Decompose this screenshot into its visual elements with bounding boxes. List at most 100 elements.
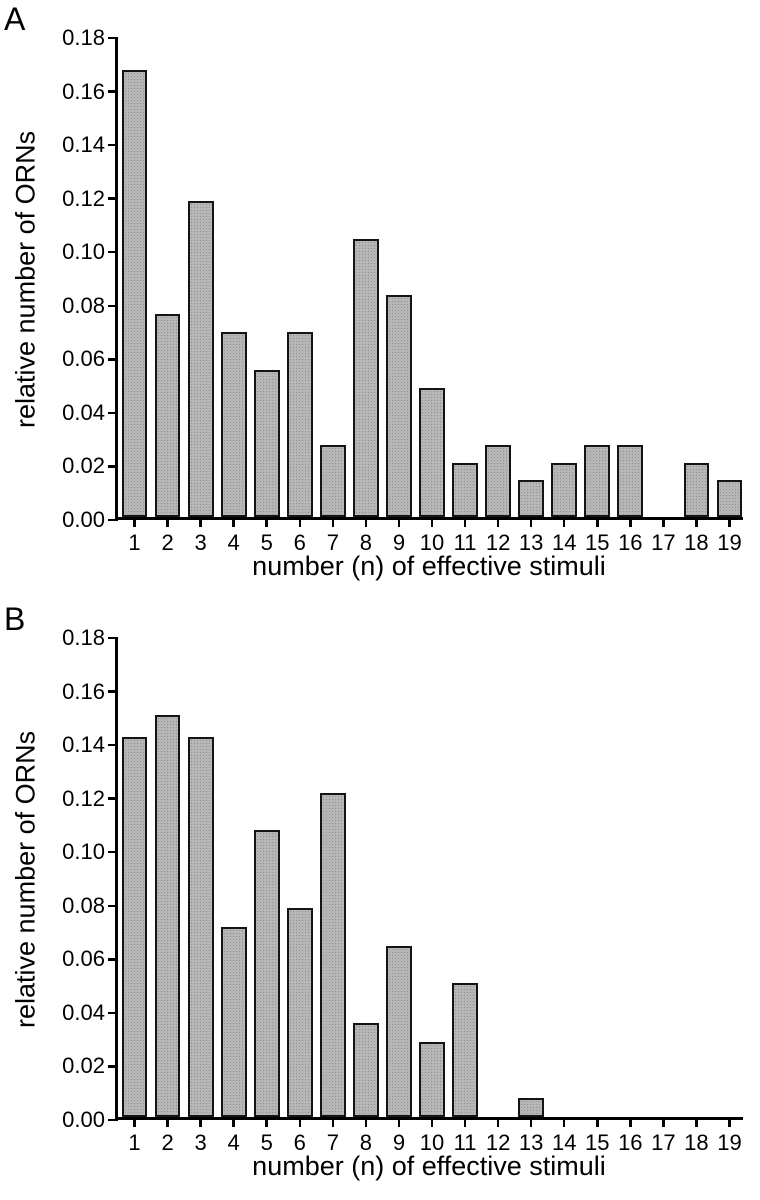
- y-axis-title-a: relative number of ORNs: [10, 130, 41, 428]
- bar-9: [386, 294, 412, 517]
- x-tick-label: 3: [194, 530, 207, 555]
- y-tick: [108, 1118, 118, 1122]
- bar-4: [220, 332, 247, 517]
- x-tick: [364, 520, 368, 527]
- x-tick: [199, 1120, 202, 1127]
- x-tick: [562, 520, 566, 527]
- x-tick: [298, 1120, 302, 1127]
- bar-10: [419, 388, 445, 517]
- x-tick-label: 19: [717, 1130, 742, 1155]
- y-tick: [108, 743, 118, 747]
- x-tick-label: 16: [618, 1130, 643, 1155]
- bar-7: [319, 444, 346, 517]
- y-tick-label: 0.12: [62, 785, 105, 811]
- x-tick: [397, 520, 401, 527]
- y-tick-label: 0.14: [62, 132, 105, 158]
- bar-2: [154, 313, 181, 517]
- x-tick-label: 7: [326, 530, 339, 555]
- x-tick: [397, 1120, 401, 1127]
- y-tick: [108, 1065, 118, 1068]
- x-tick-label: 11: [453, 530, 477, 555]
- bar-12: [485, 444, 511, 517]
- x-tick-label: 13: [518, 530, 544, 555]
- y-tick-label: 0.12: [62, 185, 105, 211]
- x-tick: [629, 1120, 632, 1127]
- y-tick-label: 0.08: [62, 292, 105, 318]
- bar-15: [584, 444, 611, 517]
- x-tick: [629, 520, 632, 527]
- y-tick: [108, 304, 118, 308]
- x-tick: [166, 1120, 169, 1127]
- y-tick: [108, 465, 118, 468]
- bar-18: [683, 463, 710, 517]
- bar-9: [386, 945, 412, 1117]
- y-tick: [108, 958, 118, 961]
- x-tick: [496, 1120, 500, 1127]
- x-tick-label: 3: [194, 1130, 207, 1155]
- bar-8: [353, 1023, 379, 1117]
- y-tick-label: 0.04: [62, 399, 105, 425]
- y-tick: [108, 904, 118, 908]
- y-tick-label: 0.00: [62, 507, 105, 532]
- bar-11: [452, 463, 478, 517]
- y-tick-label: 0.02: [62, 1053, 105, 1079]
- x-tick-label: 17: [651, 530, 676, 555]
- y-tick: [108, 36, 118, 40]
- y-tick: [108, 90, 118, 93]
- x-tick: [695, 520, 698, 527]
- y-tick-label: 0.08: [62, 892, 105, 918]
- bar-5: [253, 369, 280, 517]
- x-tick: [728, 520, 731, 527]
- y-tick: [108, 143, 118, 147]
- x-tick: [728, 1120, 731, 1127]
- x-tick: [133, 520, 136, 527]
- y-tick-label: 0.10: [62, 239, 105, 265]
- y-tick-label: 0.02: [62, 453, 105, 479]
- x-tick: [430, 520, 434, 527]
- y-tick: [108, 358, 118, 361]
- x-tick-label: 14: [551, 530, 577, 555]
- x-tick-label: 5: [260, 530, 273, 555]
- y-tick-label: 0.06: [62, 946, 105, 972]
- x-tick-label: 12: [485, 1130, 511, 1155]
- x-tick-label: 10: [419, 1130, 445, 1155]
- x-tick-label: 18: [684, 1130, 709, 1155]
- x-tick-label: 9: [392, 1130, 406, 1155]
- x-tick: [662, 1120, 665, 1127]
- x-tick: [463, 520, 467, 527]
- x-tick-label: 13: [518, 1130, 544, 1155]
- x-tick-label: 11: [453, 1130, 477, 1155]
- x-tick: [364, 1120, 368, 1127]
- x-tick-label: 10: [419, 530, 445, 555]
- panel-b: B relative number of ORNs 0.00 0.02 0.04 0.…: [0, 600, 760, 1200]
- y-tick-label: 0.16: [62, 678, 105, 704]
- x-tick: [166, 520, 169, 527]
- x-tick-label: 2: [161, 530, 174, 555]
- bar-6: [286, 332, 313, 517]
- x-tick-label: 1: [128, 1130, 141, 1155]
- panel-b-label: B: [4, 601, 26, 637]
- bar-3: [187, 736, 214, 1117]
- x-tick: [463, 1120, 467, 1127]
- bar-4: [220, 926, 247, 1117]
- x-tick: [695, 1120, 698, 1127]
- y-tick-label: 0.00: [62, 1107, 105, 1132]
- x-tick-label: 5: [260, 1130, 273, 1155]
- x-tick-label: 16: [618, 530, 643, 555]
- bar-3: [187, 201, 214, 517]
- bar-14: [551, 463, 578, 517]
- x-tick: [265, 1120, 268, 1127]
- x-tick-label: 8: [359, 1130, 373, 1155]
- x-tick-label: 1: [128, 530, 141, 555]
- x-tick-label: 15: [585, 530, 610, 555]
- bar-13: [518, 1098, 545, 1117]
- x-tick: [596, 1120, 599, 1127]
- plot-area-a: 0.00 0.02 0.04 0.06 0.08 0.10 0.12 0.14 0.16 0.18…: [62, 25, 743, 555]
- x-tick-label: 18: [684, 530, 709, 555]
- x-axis-title-b: number (n) of effective stimuli: [252, 1151, 606, 1181]
- x-tick: [298, 520, 302, 527]
- y-axis-title-b: relative number of ORNs: [10, 730, 41, 1028]
- x-tick: [133, 1120, 136, 1127]
- y-tick-label: 0.10: [62, 839, 105, 865]
